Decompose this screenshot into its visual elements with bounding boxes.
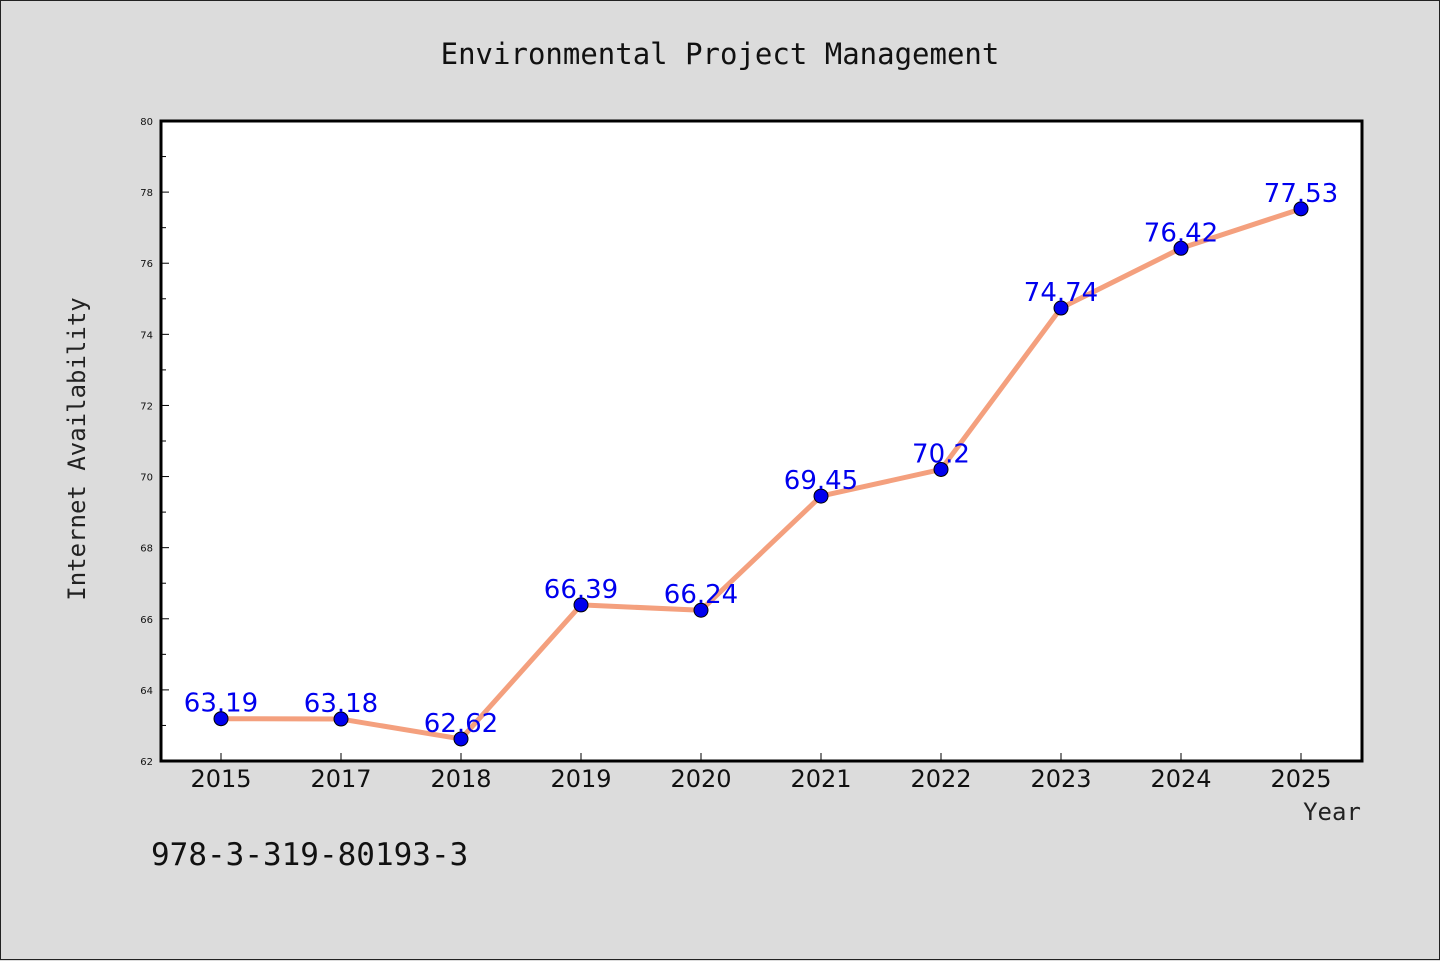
data-point [333,711,349,727]
data-point [213,711,229,727]
markers-group [213,201,1309,747]
x-axis-ticks: 2015 2017 2018 2019 2020 2021 2022 2023 2024 2025 [190,753,1332,793]
plot-area [161,121,1362,761]
y-axis-ticks: 62 64 66 68 70 72 74 76 78 80 [140,117,169,768]
data-label: 66.24 [664,580,738,610]
data-label: 66.39 [544,575,618,605]
x-tick-label: 2024 [1150,765,1211,793]
y-axis-label: Internet Availability [63,297,91,600]
y-tick-label: 62 [140,757,153,768]
y-tick-label: 66 [140,615,153,626]
x-tick-label: 2023 [1030,765,1091,793]
y-tick-label: 76 [140,259,153,270]
x-axis-label: Year [1303,798,1361,826]
data-label: 63.19 [184,689,258,719]
x-tick-label: 2022 [910,765,971,793]
y-tick-label: 78 [140,188,153,199]
y-tick-label: 64 [140,686,153,697]
chart-title: Environmental Project Management [441,37,1000,71]
y-tick-label: 70 [140,473,153,484]
y-tick-label: 74 [140,330,153,341]
plot-border [159,119,1364,763]
isbn-footnote: 978-3-319-80193-3 [151,837,468,873]
x-tick-label: 2019 [550,765,611,793]
data-point [1293,201,1309,217]
data-label: 62.62 [424,709,498,739]
y-tick-label: 80 [140,117,153,128]
data-point [573,597,589,613]
y-tick-label: 68 [140,544,153,555]
x-tick-label: 2021 [790,765,851,793]
data-point [1173,240,1189,256]
data-point [813,488,829,504]
x-tick-label: 2017 [310,765,371,793]
x-tick-label: 2015 [190,765,251,793]
x-tick-label: 2025 [1270,765,1331,793]
data-labels-group: 63.19 63.18 62.62 66.39 66.24 69.45 70.2 74.74 7… [184,179,1338,739]
series-line-group [220,206,1302,742]
x-tick-label: 2020 [670,765,731,793]
data-label: 77.53 [1264,179,1338,209]
x-tick-label: 2018 [430,765,491,793]
data-label: 70.2 [912,439,970,469]
data-label: 76.42 [1144,218,1218,248]
data-point [1053,300,1069,316]
series-line [220,206,1302,742]
data-point [693,602,709,618]
data-label: 74.74 [1024,278,1098,308]
data-point [933,461,949,477]
data-label: 69.45 [784,466,858,496]
y-tick-label: 72 [140,401,153,412]
data-label: 63.18 [304,689,378,719]
data-point [453,731,469,747]
